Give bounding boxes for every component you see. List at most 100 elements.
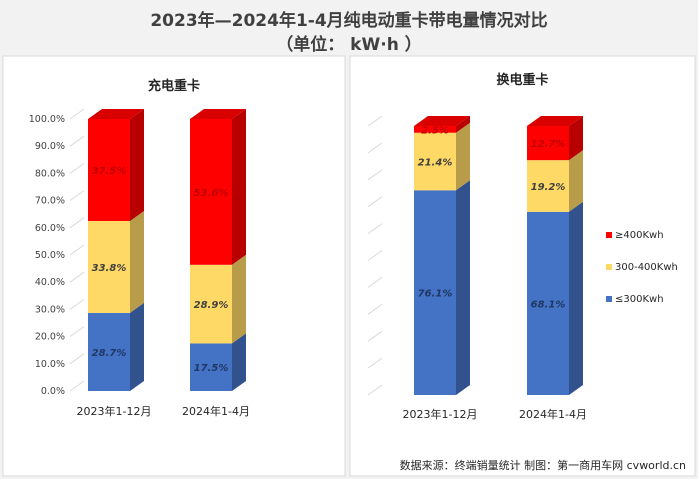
bar-segment [527,116,583,161]
bar-side [232,333,246,391]
bar-side [569,150,583,212]
y-tick-label: 50.0% [35,250,65,261]
gridline-depth [69,326,85,338]
gridline-depth [367,250,383,261]
bar-segment [88,211,144,313]
bar-top [190,109,246,119]
bar-segment [190,333,246,391]
legend-swatch [606,296,612,302]
bar-segment [88,302,144,391]
y-tick-label: 80.0% [35,168,65,179]
gridline-depth [69,298,85,310]
data-label: 19.2% [531,182,566,193]
data-label: 21.4% [418,158,453,169]
y-tick-label: 0.0% [41,386,65,397]
gridline-depth [69,380,85,392]
bar-front [88,312,130,391]
gridline-depth [69,108,85,120]
data-label: 37.5% [92,166,127,177]
bar-front [88,119,130,221]
bar-top [414,116,470,126]
bar-side [456,116,470,133]
bar-segment [414,122,470,191]
bar-side [232,109,246,265]
data-label: 53.6% [194,188,229,199]
bar-segment [88,109,144,221]
bar-front [190,264,232,344]
bar-front [414,190,456,395]
bar-front [527,211,569,395]
bar-segment [527,201,583,395]
data-label: 33.8% [92,263,127,274]
data-label: 28.7% [92,348,127,359]
gridline-depth [69,135,85,147]
bar-front [190,343,232,391]
legend-label: 300-400Kwh [615,262,678,273]
y-tick-label: 10.0% [35,359,65,370]
y-tick-label: 90.0% [35,141,65,152]
gridline-depth [367,330,383,342]
y-tick-label: 20.0% [35,332,65,343]
bar-front [527,160,569,212]
legend-label: ≥400Kwh [615,230,664,241]
bar-front [527,126,569,161]
gridline-depth [367,384,383,396]
data-label: 17.5% [194,363,229,374]
bar-segment [414,180,470,395]
bar-side [130,302,144,391]
bar-side [130,109,144,221]
bar-side [569,201,583,395]
y-tick-label: 40.0% [35,277,65,288]
category-label: 2023年1-12月 [403,407,478,421]
chart-panel-2 [349,55,696,477]
y-tick-label: 100.0% [29,114,65,125]
bar-side [456,180,470,395]
chart-subtitle-2: 换电重卡 [496,72,548,88]
bar-side [456,122,470,191]
gridline-depth [69,244,85,256]
gridline-depth [69,162,85,174]
data-label: 68.1% [531,299,566,310]
bar-front [414,126,456,133]
gridline-depth [367,169,383,181]
category-label: 2024年1-4月 [519,407,587,421]
gridline-depth [367,142,383,154]
gridline-depth [367,357,383,369]
data-label: 2.5% [421,125,449,136]
category-label: 2024年1-4月 [182,404,250,418]
gridline-depth [69,271,85,283]
source-note: 数据来源：终端销量统计 制图：第一商用车网 cvworld.cn [399,459,686,472]
gridline-depth [69,353,85,365]
gridline-depth [367,115,383,127]
y-tick-label: 60.0% [35,223,65,234]
legend-label: ≤300Kwh [615,294,664,305]
bar-segment [190,109,246,265]
gridline-depth [367,196,383,208]
data-label: 76.1% [418,289,453,300]
bar-segment [527,150,583,212]
main-title: 2023年—2024年1-4月纯电动重卡带电量情况对比 [150,11,548,31]
bar-side [232,254,246,344]
bar-front [414,132,456,191]
chart-subtitle-1: 充电重卡 [148,78,200,94]
bar-front [88,221,130,313]
bar-segment [414,116,470,133]
gridline-depth [69,190,85,202]
category-label: 2023年1-12月 [77,404,152,418]
gridline-depth [367,276,383,288]
legend-swatch [606,232,612,238]
bar-top [88,109,144,119]
y-tick-label: 70.0% [35,196,65,207]
data-label: 28.9% [194,300,229,311]
gridline-depth [367,303,383,315]
bar-side [130,211,144,313]
bar-front [190,119,232,265]
gridline-depth [69,217,85,229]
bar-top [527,116,583,126]
chart-panel-1 [2,55,346,477]
y-tick-label: 30.0% [35,304,65,315]
gridline-depth [367,223,383,235]
data-label: 12.7% [531,139,566,150]
